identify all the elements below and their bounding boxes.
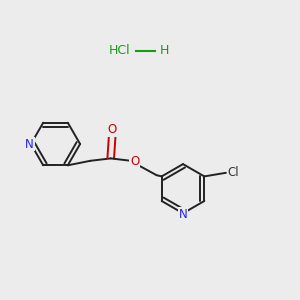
Text: H: H (160, 44, 169, 58)
Text: Cl: Cl (228, 166, 239, 179)
Text: O: O (130, 155, 139, 168)
Text: HCl: HCl (109, 44, 131, 58)
Text: O: O (108, 123, 117, 136)
Text: N: N (178, 208, 188, 221)
Text: N: N (25, 137, 34, 151)
